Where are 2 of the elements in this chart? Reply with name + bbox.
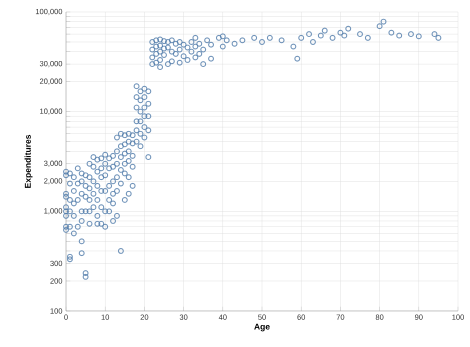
x-axis-title: Age bbox=[254, 324, 270, 332]
y-axis-title: Expenditures bbox=[24, 134, 32, 188]
